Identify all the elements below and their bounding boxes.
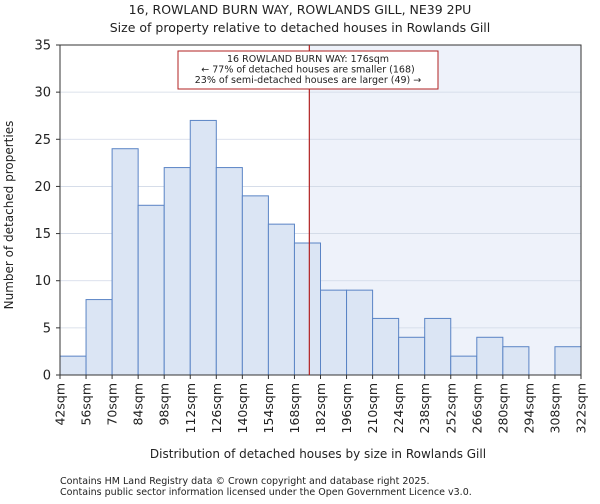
- x-tick-label: 168sqm: [287, 383, 302, 433]
- x-tick-label: 112sqm: [183, 383, 198, 433]
- x-tick-label: 196sqm: [339, 383, 354, 433]
- chart-subtitle: Size of property relative to detached ho…: [110, 20, 491, 35]
- histogram-bar: [267, 223, 295, 376]
- histogram-bar: [241, 195, 269, 376]
- x-tick-label: 98sqm: [157, 383, 172, 426]
- x-tick-label: 322sqm: [574, 383, 589, 433]
- y-tick-label: 5: [43, 321, 51, 336]
- annotation-smaller: ← 77% of detached houses are smaller (16…: [201, 65, 414, 76]
- plot-area: 0 5 10 15 20 25 30 35 42sqm 56sqm 70sqm 84sqm 98sqm 1…: [34, 39, 588, 434]
- y-tick-label: 20: [34, 180, 51, 195]
- y-tick-label: 15: [34, 227, 51, 242]
- histogram-bar: [476, 336, 504, 376]
- annotation-larger: 23% of semi-detached houses are larger (…: [195, 75, 422, 86]
- y-tick-label: 0: [43, 369, 51, 384]
- y-tick-label: 35: [34, 39, 51, 54]
- histogram-bar: [59, 355, 87, 376]
- histogram-bar: [189, 119, 217, 376]
- x-tick-label: 140sqm: [235, 383, 250, 433]
- histogram-bar: [424, 317, 452, 376]
- x-tick-label: 252sqm: [443, 383, 458, 433]
- x-tick-label: 238sqm: [417, 383, 432, 433]
- y-axis-label: Number of detached properties: [2, 121, 16, 310]
- histogram-bar: [293, 242, 322, 376]
- histogram-bar: [320, 289, 348, 376]
- x-tick-label: 182sqm: [313, 383, 328, 433]
- x-tick-label: 266sqm: [469, 383, 484, 433]
- histogram-bar: [111, 148, 139, 376]
- x-tick-label: 126sqm: [209, 383, 224, 433]
- histogram-bar: [163, 167, 191, 376]
- x-tick-label: 154sqm: [261, 383, 276, 433]
- histogram-bar: [346, 289, 374, 376]
- histogram-bar: [398, 336, 426, 376]
- histogram-bar: [554, 346, 582, 376]
- histogram-bar: [215, 167, 243, 376]
- x-tick-label: 56sqm: [79, 383, 94, 426]
- annotation-title: 16 ROWLAND BURN WAY: 176sqm: [227, 54, 389, 65]
- x-tick-label: 84sqm: [131, 383, 146, 426]
- x-axis-label: Distribution of detached houses by size …: [150, 447, 486, 461]
- histogram-bar: [372, 317, 400, 376]
- annotation-box: [177, 50, 439, 90]
- x-tick-label: 294sqm: [521, 383, 536, 433]
- footer-copyright: Contains HM Land Registry data © Crown c…: [60, 476, 430, 487]
- y-tick-label: 25: [34, 133, 51, 148]
- x-tick-label: 280sqm: [495, 383, 510, 433]
- x-tick-label: 70sqm: [105, 383, 120, 426]
- histogram-bar: [450, 355, 478, 376]
- footer-licence: Contains public sector information licen…: [60, 487, 472, 498]
- x-tick-label: 42sqm: [53, 383, 68, 426]
- x-tick-label: 210sqm: [365, 383, 380, 433]
- histogram-bar: [502, 346, 530, 376]
- chart-title: 16, ROWLAND BURN WAY, ROWLANDS GILL, NE3…: [129, 2, 472, 17]
- x-tick-label: 224sqm: [391, 383, 406, 433]
- histogram-bar: [137, 204, 165, 376]
- x-tick-label: 308sqm: [547, 383, 562, 433]
- y-tick-label: 10: [34, 274, 51, 289]
- y-tick-label: 30: [34, 86, 51, 101]
- histogram-bar: [85, 299, 113, 376]
